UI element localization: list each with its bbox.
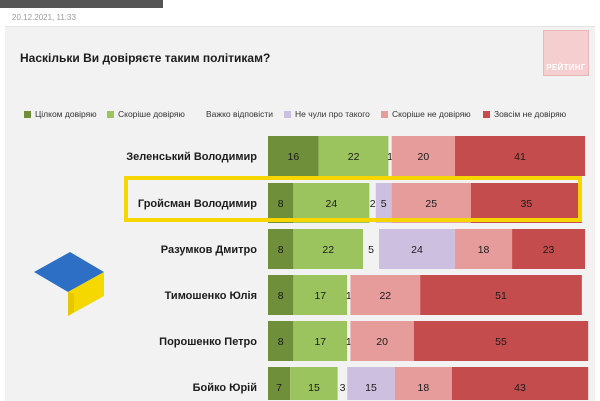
legend-item: Важко відповісти bbox=[195, 109, 273, 119]
bar-segment bbox=[350, 321, 414, 361]
bar-segment bbox=[347, 275, 351, 315]
category-label: Тимошенко Юлія bbox=[165, 290, 257, 302]
bar-segment bbox=[350, 275, 421, 315]
bar-segment bbox=[347, 367, 395, 400]
bar-segment bbox=[268, 275, 294, 315]
category-label: Порошенко Петро bbox=[159, 336, 257, 348]
legend-swatch bbox=[483, 110, 490, 118]
legend-label: Цілком довіряю bbox=[35, 109, 97, 119]
rating-logo bbox=[543, 30, 589, 76]
legend-item: Цілком довіряю bbox=[24, 109, 97, 119]
data-label: 41 bbox=[514, 151, 526, 163]
timestamp: 20.12.2021, 11:33 bbox=[12, 13, 76, 22]
data-label: 15 bbox=[365, 382, 377, 394]
legend-label: Важко відповісти bbox=[206, 109, 273, 119]
data-label: 1 bbox=[346, 290, 352, 302]
bar-segment bbox=[394, 367, 452, 400]
data-label: 24 bbox=[411, 244, 423, 256]
category-label: Бойко Юрій bbox=[193, 382, 257, 394]
data-label: 16 bbox=[288, 151, 300, 163]
category-label: Зеленський Володимир bbox=[126, 151, 257, 163]
data-label: 22 bbox=[322, 244, 334, 256]
data-label: 3 bbox=[340, 382, 346, 394]
legend-label: Скоріше довіряю bbox=[118, 109, 185, 119]
legend-swatch bbox=[107, 110, 114, 118]
highlight-frame bbox=[124, 176, 582, 222]
data-label: 22 bbox=[348, 151, 360, 163]
legend-item: Скоріше не довіряю bbox=[381, 109, 471, 119]
data-label: 1 bbox=[387, 151, 393, 163]
data-label: 7 bbox=[276, 382, 282, 394]
legend-item: Скоріше довіряю bbox=[107, 109, 185, 119]
bar-segment bbox=[347, 321, 351, 361]
data-label: 20 bbox=[376, 336, 388, 348]
bar-segment bbox=[388, 136, 392, 176]
bar-segment bbox=[378, 229, 456, 269]
data-label: 8 bbox=[278, 290, 284, 302]
bar-segment bbox=[293, 183, 370, 223]
rating-logo-text: РЕЙТИНГ bbox=[546, 63, 586, 72]
bar-segment bbox=[363, 229, 379, 269]
header-bar bbox=[0, 0, 163, 8]
data-label: 43 bbox=[514, 382, 526, 394]
bar-segment bbox=[391, 136, 456, 176]
data-label: 55 bbox=[495, 336, 507, 348]
bar-segment bbox=[451, 367, 589, 400]
data-label: 22 bbox=[379, 290, 391, 302]
legend-label: Скоріше не довіряю bbox=[392, 109, 471, 119]
bar-segment bbox=[455, 136, 585, 176]
bar-segment bbox=[290, 367, 338, 400]
bar-segment bbox=[318, 136, 389, 176]
bar-segment bbox=[369, 183, 376, 223]
legend-item: Зовсім не довіряю bbox=[483, 109, 566, 119]
legend-label: Не чули про такого bbox=[295, 109, 370, 119]
category-label: Гройсман Володимир bbox=[138, 198, 257, 210]
bar-segment bbox=[413, 321, 589, 361]
category-label: Разумков Дмитро bbox=[161, 244, 257, 256]
data-label: 8 bbox=[278, 198, 284, 210]
data-label: 25 bbox=[425, 198, 437, 210]
bar-segment bbox=[293, 321, 348, 361]
bar-segment bbox=[268, 136, 319, 176]
legend-swatch bbox=[381, 110, 388, 118]
data-label: 5 bbox=[368, 244, 374, 256]
bar-segment bbox=[375, 183, 392, 223]
bar-segment bbox=[268, 183, 294, 223]
bar-segment bbox=[455, 229, 513, 269]
data-label: 15 bbox=[308, 382, 320, 394]
data-label: 23 bbox=[543, 244, 555, 256]
data-label: 18 bbox=[417, 382, 429, 394]
bar-segment bbox=[337, 367, 348, 400]
data-label: 1 bbox=[346, 336, 352, 348]
legend-swatch bbox=[24, 110, 31, 118]
data-label: 8 bbox=[278, 336, 284, 348]
bar-segment bbox=[293, 229, 364, 269]
chart-title: Наскільки Ви довіряєте таким політикам? bbox=[20, 51, 271, 65]
data-label: 17 bbox=[314, 290, 326, 302]
bar-segment bbox=[391, 183, 471, 223]
data-label: 35 bbox=[521, 198, 533, 210]
bar-segment bbox=[268, 367, 291, 400]
data-label: 8 bbox=[278, 244, 284, 256]
data-label: 2 bbox=[370, 198, 376, 210]
data-label: 24 bbox=[326, 198, 338, 210]
data-label: 20 bbox=[417, 151, 429, 163]
bar-segment bbox=[268, 321, 294, 361]
legend-swatch bbox=[284, 110, 291, 118]
data-label: 5 bbox=[381, 198, 387, 210]
data-label: 18 bbox=[478, 244, 490, 256]
data-label: 17 bbox=[314, 336, 326, 348]
legend-label: Зовсім не довіряю bbox=[494, 109, 567, 119]
bar-segment bbox=[293, 275, 348, 315]
data-label: 51 bbox=[495, 290, 507, 302]
ukraine-flag-icon bbox=[34, 252, 104, 316]
legend-swatch bbox=[195, 110, 202, 118]
bar-segment bbox=[470, 183, 582, 223]
legend-item: Не чули про такого bbox=[284, 109, 370, 119]
bar-segment bbox=[268, 229, 294, 269]
bar-segment bbox=[420, 275, 582, 315]
bar-segment bbox=[512, 229, 585, 269]
